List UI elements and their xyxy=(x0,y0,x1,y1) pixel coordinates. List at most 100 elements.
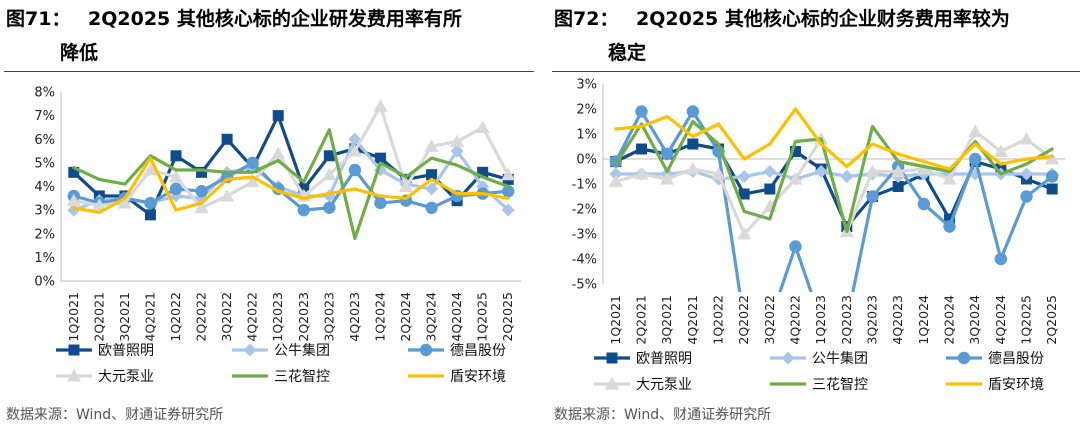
x-tick-label: 3Q2022 xyxy=(219,292,234,342)
y-tick-label: 8% xyxy=(34,86,55,101)
legend-label: 公牛集团 xyxy=(812,350,868,367)
data-point-series-4 xyxy=(117,196,132,209)
data-point-series-4 xyxy=(737,227,752,240)
data-point-series-4 xyxy=(993,144,1008,157)
legend-label: 三花智控 xyxy=(274,369,330,385)
figure-title-line2: 稳定 xyxy=(608,42,647,64)
x-tick-label: 3Q2021 xyxy=(117,292,132,342)
series-line-series-3 xyxy=(614,109,1054,292)
x-tick-label: 2Q2021 xyxy=(634,295,649,345)
data-point-series-2 xyxy=(501,203,515,217)
data-point-series-1 xyxy=(636,143,647,155)
data-point-series-1 xyxy=(221,133,233,145)
data-point-series-2 xyxy=(763,165,777,178)
data-point-series-4 xyxy=(424,139,439,152)
data-point-series-3 xyxy=(1045,170,1059,183)
data-point-series-4 xyxy=(322,167,337,181)
series-line-series-5 xyxy=(614,119,1054,234)
figure-title-line1: 2Q2025 其他核心标的企业研发费用率有所 xyxy=(88,8,462,30)
legend-label: 三花智控 xyxy=(812,377,868,393)
data-point-series-4 xyxy=(143,162,158,176)
legend-marker xyxy=(419,343,433,357)
figure-title: 图72： 2Q2025 其他核心标的企业财务费用率较为 稳定 xyxy=(554,2,1080,70)
x-tick-label: 3Q2021 xyxy=(659,295,674,345)
data-point-series-1 xyxy=(1046,183,1058,195)
x-tick-label: 4Q2023 xyxy=(347,292,362,342)
title-divider xyxy=(4,71,534,72)
data-point-series-4 xyxy=(399,179,413,192)
data-point-series-3 xyxy=(789,240,802,253)
data-point-series-2 xyxy=(609,167,623,181)
legend-label: 公牛集团 xyxy=(274,342,330,359)
x-tick-label: 1Q2025 xyxy=(475,292,490,342)
x-tick-label: 1Q2021 xyxy=(608,295,623,345)
data-point-series-4 xyxy=(608,174,623,187)
x-tick-label: 1Q2022 xyxy=(711,295,726,345)
data-point-series-1 xyxy=(944,213,955,225)
data-point-series-2 xyxy=(840,170,854,183)
data-point-series-1 xyxy=(426,169,438,181)
x-tick-label: 3Q2024 xyxy=(967,295,982,345)
figure-71: 图71： 2Q2025 其他核心标的企业研发费用率有所 降低 0% 1% 2% 3% 4%… xyxy=(4,0,534,435)
y-tick-label: 6% xyxy=(34,133,55,148)
legend-marker xyxy=(67,369,81,382)
data-point-series-3 xyxy=(169,182,183,196)
data-point-series-3 xyxy=(968,152,982,166)
x-tick-label: 3Q2024 xyxy=(424,292,439,342)
data-point-series-3 xyxy=(246,156,259,170)
x-tick-label: 2Q2025 xyxy=(500,292,515,342)
legend-label: 大元泵业 xyxy=(98,369,154,385)
data-point-series-1 xyxy=(144,209,156,221)
data-point-series-4 xyxy=(194,200,209,214)
x-tick-label: 1Q2025 xyxy=(1019,295,1034,345)
x-tick-label: 2Q2021 xyxy=(91,292,106,342)
data-point-series-1 xyxy=(298,183,310,195)
y-tick-label: 3% xyxy=(34,204,55,219)
legend-marker xyxy=(606,352,618,364)
legend-label: 盾安环境 xyxy=(988,377,1044,393)
data-point-series-3 xyxy=(195,185,208,198)
data-point-series-3 xyxy=(323,201,336,214)
legend-marker xyxy=(243,343,257,357)
data-point-series-3 xyxy=(297,203,310,217)
x-tick-label: 4Q2022 xyxy=(245,292,260,342)
data-point-series-1 xyxy=(196,166,208,178)
data-point-series-4 xyxy=(245,174,260,188)
title-divider xyxy=(552,71,1080,72)
x-tick-label: 2Q2022 xyxy=(194,292,209,342)
data-point-series-3 xyxy=(374,196,387,210)
series-line-series-4 xyxy=(72,104,510,210)
data-point-series-4 xyxy=(1045,152,1060,165)
legend-marker xyxy=(957,351,971,365)
y-tick-label: -3% xyxy=(572,228,597,243)
data-point-series-3 xyxy=(943,220,956,233)
data-point-series-2 xyxy=(425,182,439,196)
figure-label: 图72： xyxy=(554,8,619,30)
data-point-series-4 xyxy=(501,167,516,181)
y-tick-label: 7% xyxy=(34,109,55,124)
source-note: 数据来源：Wind、财通证券研究所 xyxy=(6,407,224,423)
y-tick-label: 2% xyxy=(576,103,597,118)
data-point-series-4 xyxy=(450,134,465,148)
data-point-series-3 xyxy=(425,201,438,214)
x-tick-label: 1Q2022 xyxy=(168,292,183,342)
legend-label: 欧普照明 xyxy=(636,351,692,367)
x-tick-label: 3Q2023 xyxy=(321,292,336,342)
data-point-series-4 xyxy=(711,167,726,180)
legend-label: 德昌股份 xyxy=(988,351,1044,367)
data-point-series-3 xyxy=(635,105,648,118)
x-tick-label: 2Q2024 xyxy=(942,295,957,345)
x-tick-label: 1Q2021 xyxy=(66,292,81,342)
data-point-series-3 xyxy=(348,163,362,177)
series-line-series-6 xyxy=(72,156,510,215)
data-point-series-4 xyxy=(891,164,906,177)
y-tick-label: -2% xyxy=(572,203,597,218)
legend-label: 德昌股份 xyxy=(450,343,506,359)
source-note: 数据来源：Wind、财通证券研究所 xyxy=(554,407,772,423)
data-point-series-4 xyxy=(66,193,81,207)
x-tick-label: 2Q2023 xyxy=(296,292,311,342)
data-point-series-3 xyxy=(917,197,931,211)
x-tick-label: 4Q2023 xyxy=(890,295,905,345)
data-point-series-4 xyxy=(475,120,490,133)
y-tick-label: 4% xyxy=(34,180,55,195)
